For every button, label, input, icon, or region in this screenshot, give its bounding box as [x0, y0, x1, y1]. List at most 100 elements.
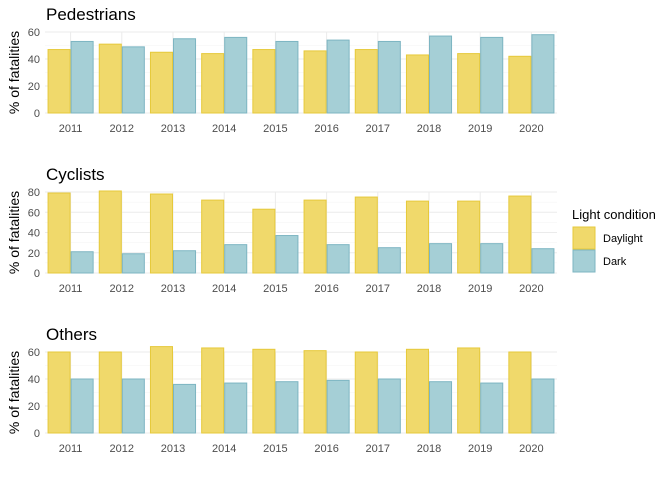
x-tick-label: 2016 [314, 123, 338, 135]
x-tick-label: 2015 [263, 123, 287, 135]
bar-dark-2016 [326, 244, 350, 274]
bar-daylight-2013 [149, 51, 174, 114]
bar-daylight-2017 [354, 49, 378, 114]
bar-dark-2017 [377, 40, 401, 114]
x-tick-label: 2015 [263, 283, 287, 295]
y-tick-label: 20 [28, 248, 40, 260]
bar-dark-2011 [70, 40, 94, 114]
y-tick-label: 60 [28, 27, 40, 39]
bar-daylight-2020 [508, 195, 532, 274]
bar-dark-2014 [224, 36, 248, 114]
bar-dark-2015 [275, 40, 299, 114]
bar-dark-2018 [429, 381, 453, 434]
x-tick-label: 2018 [417, 123, 441, 135]
x-tick-label: 2013 [161, 123, 185, 135]
bar-dark-2019 [480, 36, 504, 114]
y-axis-label: % of fatalities [6, 191, 22, 274]
x-tick-label: 2012 [110, 443, 134, 455]
y-axis-label: % of fatalities [6, 351, 22, 434]
bar-daylight-2012 [98, 190, 122, 274]
x-tick-label: 2020 [519, 123, 543, 135]
bar-daylight-2016 [303, 350, 327, 434]
bar-dark-2015 [275, 235, 299, 274]
x-tick-label: 2018 [417, 443, 441, 455]
x-tick-label: 2011 [59, 123, 83, 135]
legend-key-dark [572, 249, 596, 273]
x-tick-label: 2020 [519, 283, 543, 295]
bar-dark-2011 [70, 378, 94, 434]
bar-daylight-2016 [303, 50, 327, 114]
x-tick-label: 2013 [161, 443, 185, 455]
x-tick-label: 2016 [314, 443, 338, 455]
bar-dark-2017 [377, 247, 401, 274]
bar-dark-2013 [173, 250, 197, 274]
bar-dark-2012 [121, 253, 145, 274]
x-tick-label: 2017 [366, 283, 390, 295]
x-tick-label: 2014 [212, 123, 236, 135]
x-tick-label: 2012 [110, 283, 134, 295]
bar-dark-2015 [275, 381, 299, 434]
bar-daylight-2016 [303, 199, 327, 274]
bar-daylight-2020 [508, 351, 532, 434]
y-tick-label: 20 [28, 401, 40, 413]
bar-daylight-2018 [405, 348, 429, 434]
x-tick-label: 2012 [110, 123, 134, 135]
panel-title: Pedestrians [46, 5, 136, 24]
bar-dark-2013 [173, 383, 197, 434]
legend: Light condition Daylight Dark [572, 207, 656, 273]
y-tick-label: 0 [34, 108, 40, 120]
y-tick-label: 40 [28, 374, 40, 386]
bar-dark-2019 [480, 382, 504, 434]
bar-daylight-2011 [47, 351, 71, 434]
bar-daylight-2014 [201, 199, 225, 274]
bar-daylight-2012 [98, 43, 122, 114]
x-tick-label: 2014 [212, 283, 236, 295]
y-tick-label: 60 [28, 347, 40, 359]
x-tick-label: 2015 [263, 443, 287, 455]
bar-daylight-2013 [149, 193, 174, 274]
x-tick-label: 2019 [468, 283, 492, 295]
x-tick-label: 2011 [59, 283, 83, 295]
bar-daylight-2015 [252, 49, 276, 114]
bar-daylight-2019 [457, 347, 481, 434]
bar-daylight-2013 [149, 346, 174, 434]
chart-panels: 0 20 40 60 2011 2012 2013 2014 2015 2016 2017 2018 2… [6, 5, 557, 455]
bar-daylight-2014 [201, 347, 225, 434]
x-tick-label: 2014 [212, 443, 236, 455]
bar-dark-2012 [121, 378, 145, 434]
bar-dark-2014 [224, 244, 248, 274]
bar-dark-2017 [377, 378, 401, 434]
bar-daylight-2019 [457, 200, 481, 274]
bar-daylight-2018 [405, 200, 429, 274]
y-tick-label: 40 [28, 54, 40, 66]
legend-key-daylight [572, 226, 596, 250]
bar-daylight-2011 [47, 49, 71, 114]
bar-dark-2018 [429, 243, 453, 274]
y-tick-label: 20 [28, 81, 40, 93]
legend-label-daylight: Daylight [603, 233, 643, 245]
x-tick-label: 2017 [366, 443, 390, 455]
bar-daylight-2018 [405, 54, 429, 114]
x-tick-label: 2019 [468, 443, 492, 455]
panel-title: Others [46, 325, 97, 344]
x-tick-label: 2020 [519, 443, 543, 455]
bar-dark-2020 [531, 248, 555, 274]
bar-daylight-2017 [354, 196, 378, 274]
bar-daylight-2020 [508, 55, 532, 114]
bar-dark-2018 [429, 35, 453, 114]
x-tick-label: 2011 [59, 443, 83, 455]
bar-dark-2020 [531, 378, 555, 434]
x-tick-label: 2016 [314, 283, 338, 295]
bar-dark-2020 [531, 34, 555, 114]
bar-daylight-2017 [354, 351, 378, 434]
bar-dark-2014 [224, 382, 248, 434]
bar-dark-2012 [121, 46, 145, 114]
y-tick-label: 0 [34, 268, 40, 280]
y-tick-label: 60 [28, 207, 40, 219]
panel-pedestrians: 0 20 40 60 2011 2012 2013 2014 2015 2016 2017 2018 2… [6, 5, 557, 135]
bar-daylight-2014 [201, 53, 225, 114]
bar-dark-2019 [480, 243, 504, 274]
bar-daylight-2011 [47, 192, 71, 274]
bar-dark-2013 [173, 38, 197, 114]
